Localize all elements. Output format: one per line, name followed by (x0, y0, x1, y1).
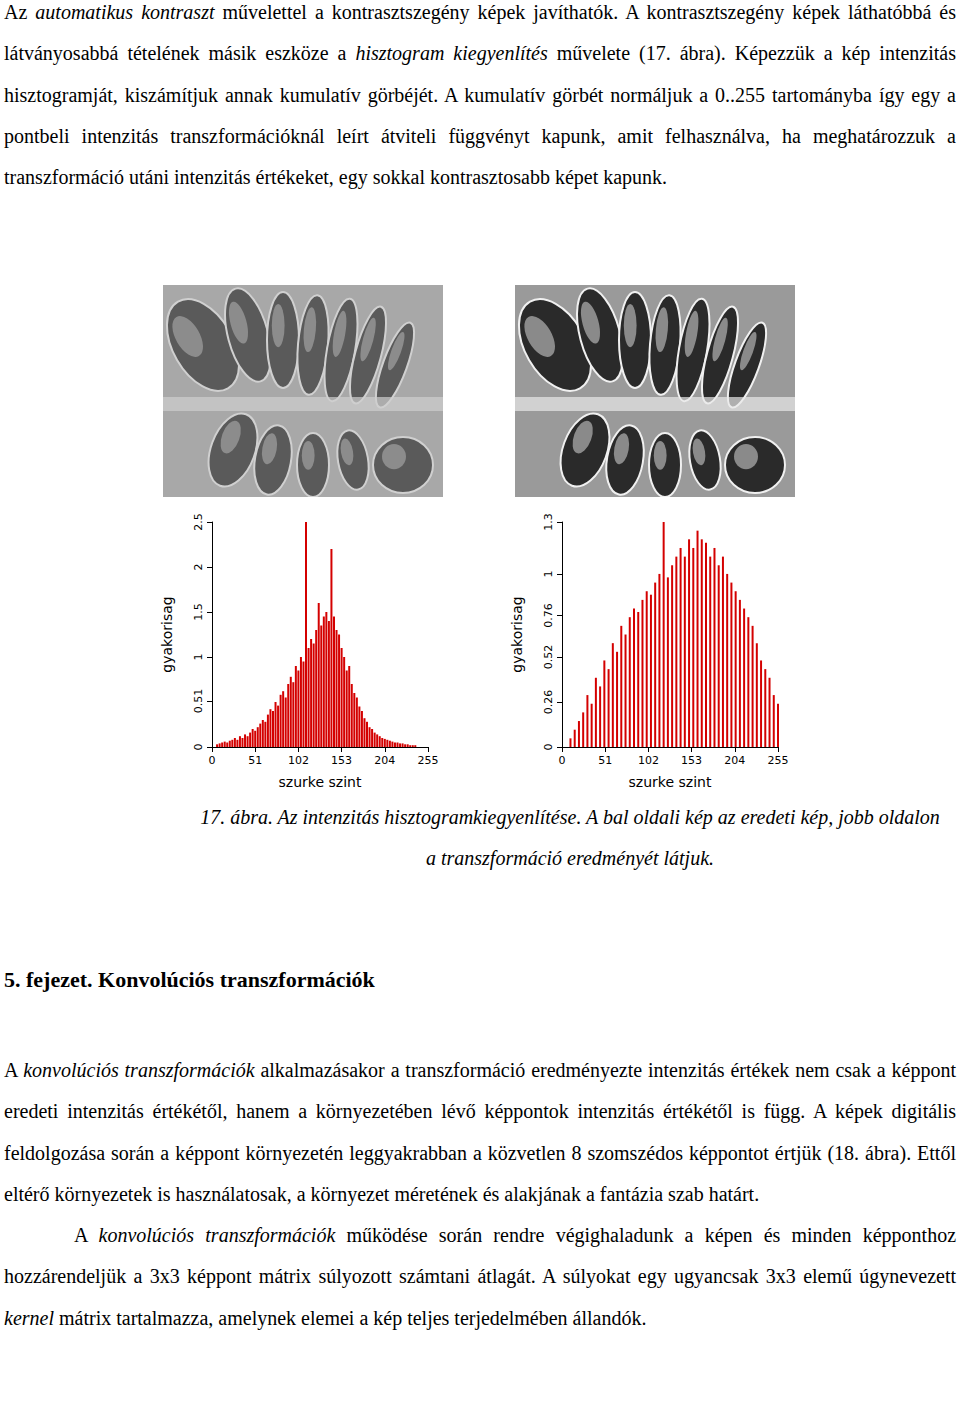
svg-text:255: 255 (418, 754, 439, 767)
svg-text:szurke szint: szurke szint (279, 774, 362, 790)
svg-text:0.76: 0.76 (542, 603, 555, 628)
svg-text:153: 153 (331, 754, 352, 767)
svg-text:1.5: 1.5 (192, 603, 205, 621)
svg-text:51: 51 (248, 754, 262, 767)
svg-text:1.3: 1.3 (542, 513, 555, 531)
html-text:Az automatikus kontraszt művel: Az automatikus kontraszt művelettel a ko… (4, 1, 956, 189)
svg-text:204: 204 (724, 754, 745, 767)
html-text:A konvolúciós transzformációk: A konvolúciós transzformációk alkalmazás… (4, 1059, 956, 1205)
svg-text:gyakorisag: gyakorisag (509, 596, 525, 672)
html-text:kernel mátrix tartalmazza, ame: kernel mátrix tartalmazza, amelynek elem… (4, 1306, 647, 1329)
svg-text:102: 102 (638, 754, 659, 767)
svg-text:0.52: 0.52 (542, 645, 555, 670)
svg-text:0.26: 0.26 (542, 690, 555, 715)
svg-text:153: 153 (681, 754, 702, 767)
html-text:5. fejezet. Konvolúciós transz: 5. fejezet. Konvolúciós transzformációk (4, 967, 375, 992)
svg-text:255: 255 (768, 754, 789, 767)
svg-text:1: 1 (542, 570, 555, 577)
html-text:A konvolúciós transzformációk: A konvolúciós transzformációk működése s… (4, 1224, 956, 1288)
svg-text:gyakorisag: gyakorisag (159, 596, 175, 672)
svg-text:szurke szint: szurke szint (629, 774, 712, 790)
svg-text:2.5: 2.5 (192, 513, 205, 531)
svg-text:102: 102 (288, 754, 309, 767)
svg-text:1: 1 (192, 654, 205, 661)
svg-text:0: 0 (209, 754, 216, 767)
svg-text:204: 204 (374, 754, 395, 767)
svg-text:0: 0 (542, 744, 555, 751)
svg-text:2: 2 (192, 564, 205, 571)
html-text:17. ábra. Az intenzitás hiszto: 17. ábra. Az intenzitás hisztogramkiegye… (200, 806, 940, 870)
svg-text:0.51: 0.51 (192, 689, 205, 714)
svg-text:0: 0 (192, 744, 205, 751)
svg-text:51: 51 (598, 754, 612, 767)
svg-text:0: 0 (559, 754, 566, 767)
